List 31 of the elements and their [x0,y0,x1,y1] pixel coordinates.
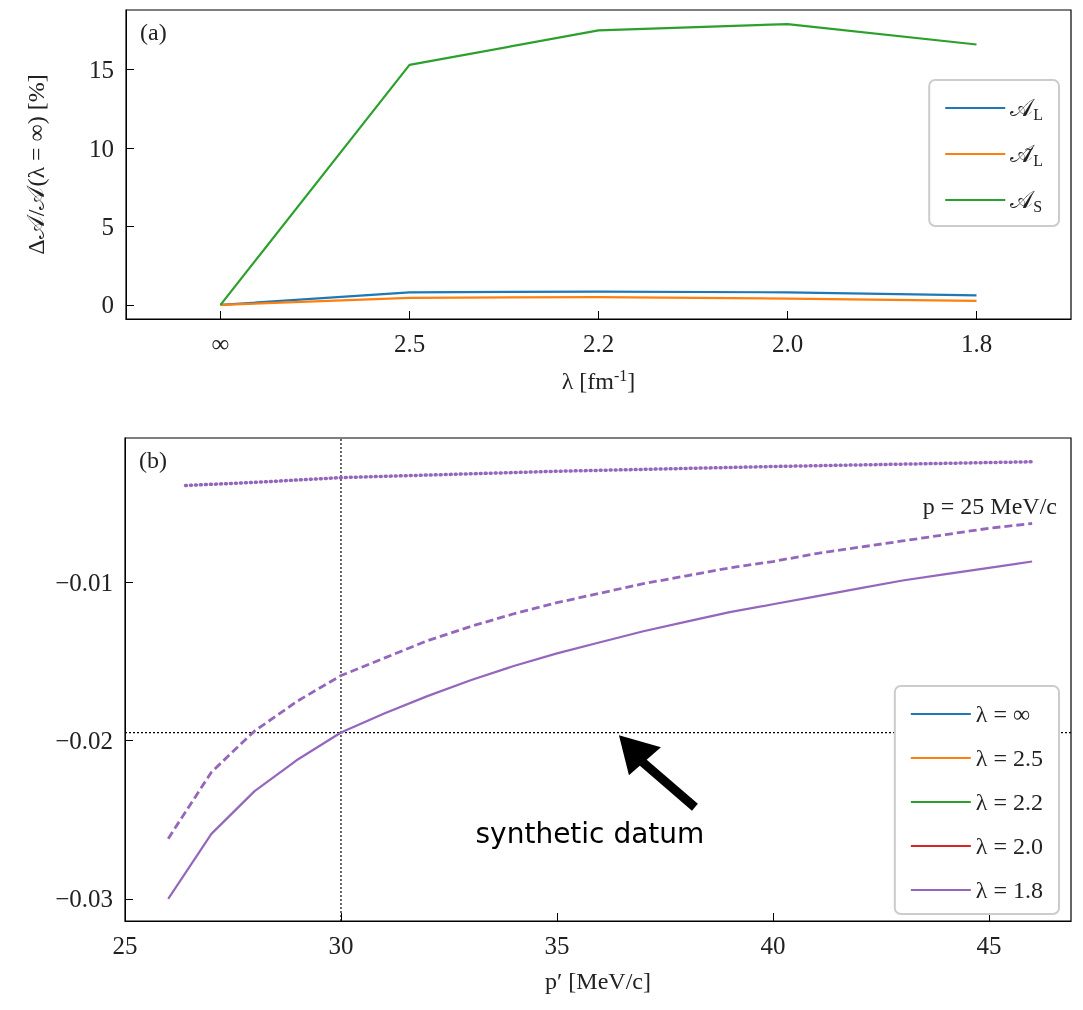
y-axis-title: Δ𝒜/𝒜(λ = ∞) [%] [23,74,49,255]
y-tick-label: 5 [101,212,114,240]
x-axis-title: p′ [MeV/c] [545,968,651,994]
x-tick-label: 40 [760,932,786,959]
y-tick-label: −0.03 [55,885,113,913]
annotation: synthetic datum [475,816,705,850]
line-series [183,460,1034,488]
line-series [219,295,978,306]
x-tick-label: 35 [544,932,570,959]
legend-label: λ = 2.5 [975,745,1043,771]
y-tick-label: 15 [89,56,114,84]
legend-label: λ = 2.0 [975,833,1043,859]
legend-label: λ = 1.8 [975,877,1043,903]
x-tick-label: 2.5 [393,330,426,357]
x-tick-label: ∞ [211,330,230,357]
x-tick-label: 2.0 [771,330,804,357]
line-series [219,23,978,306]
x-tick-label: 2.2 [582,330,615,357]
y-tick-label: 0 [101,291,114,319]
x-tick-label: 45 [976,932,1002,959]
x-tick-label: 25 [112,932,138,959]
x-tick-label: 1.8 [960,330,993,357]
legend-label: λ = 2.2 [975,789,1043,815]
annotation: p = 25 MeV/c [922,493,1058,519]
annotation: (a) [140,19,167,45]
y-tick-label: −0.01 [55,568,113,596]
y-tick-label: −0.02 [55,726,113,754]
annotation: (b) [139,447,167,473]
x-tick-label: 30 [328,932,354,959]
legend-label: λ = ∞ [975,701,1031,727]
y-tick-label: 10 [89,134,114,162]
